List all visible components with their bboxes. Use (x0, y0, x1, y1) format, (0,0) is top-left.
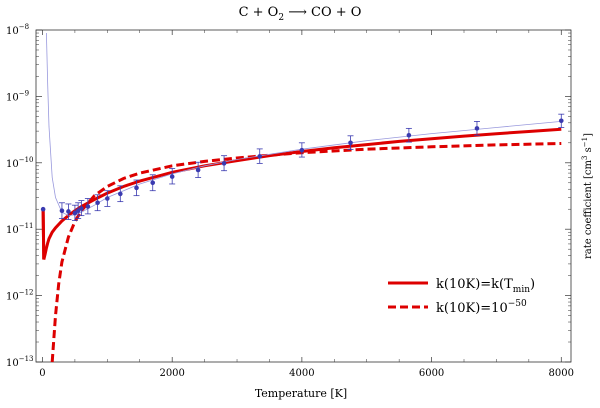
x-tick-label: 8000 (549, 368, 574, 379)
series-fit-line (46, 32, 562, 217)
data-point (169, 174, 175, 179)
data-point (75, 208, 81, 213)
data-point (105, 196, 110, 201)
data-point (195, 167, 201, 173)
data-point (348, 140, 353, 146)
data-point (72, 210, 78, 216)
y-tick-label: 10−9 (6, 89, 29, 103)
y-tick-label: 10−8 (6, 23, 29, 37)
data-point (95, 200, 100, 206)
series-solid-drop (41, 209, 46, 260)
y-axis-label: rate coefficient [cm3 s−1] (581, 133, 594, 259)
data-point (221, 161, 227, 166)
y-tick-label: 10−11 (6, 222, 34, 236)
data-point (66, 209, 71, 214)
series-dashed-line (50, 142, 562, 363)
x-tick-label: 0 (39, 368, 45, 379)
data-point (79, 206, 84, 211)
data-point (59, 208, 65, 213)
data-point (118, 191, 123, 197)
x-tick-label: 4000 (289, 368, 314, 379)
data-point (40, 206, 46, 212)
plot-frame (35, 29, 572, 363)
y-tick-label: 10−13 (6, 355, 34, 369)
legend: k(10K)=k(Tmin) k(10K)=10−50 (388, 277, 535, 316)
data-point (150, 180, 156, 186)
chart-title: C + O2 ⟶ CO + O (239, 5, 362, 23)
data-point (134, 185, 139, 191)
x-axis-label: Temperature [K] (255, 387, 347, 400)
x-tick-label: 6000 (419, 368, 444, 379)
data-point (558, 118, 564, 124)
data-point (85, 204, 91, 209)
data-point (474, 126, 480, 131)
legend-label-solid: k(10K)=k(Tmin) (436, 277, 535, 295)
data-point (299, 147, 305, 153)
x-tick-label: 2000 (159, 368, 184, 379)
legend-label-dashed: k(10K)=10−50 (436, 299, 527, 316)
data-point (257, 154, 263, 159)
series-solid-line (41, 127, 562, 260)
data-point (406, 132, 412, 138)
y-tick-label: 10−12 (6, 289, 34, 303)
y-tick-label: 10−10 (6, 156, 34, 170)
